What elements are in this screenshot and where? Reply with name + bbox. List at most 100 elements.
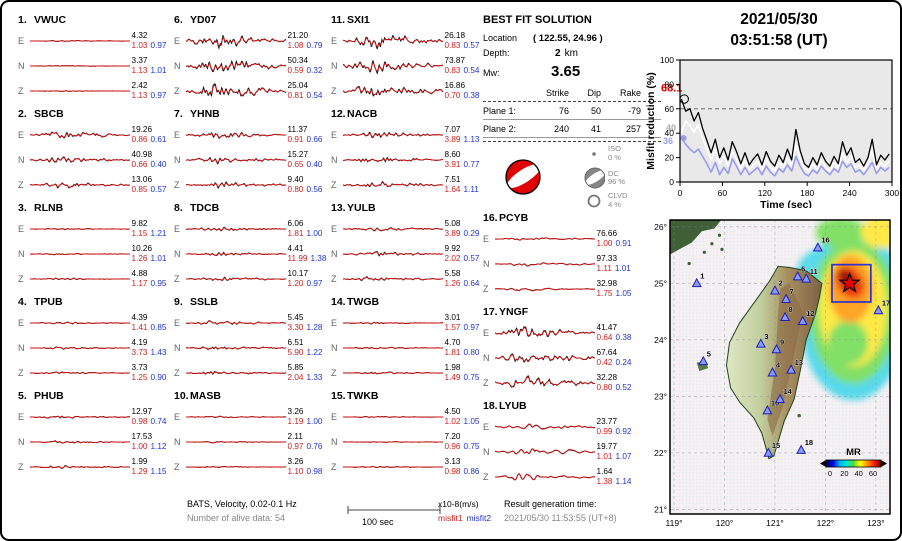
trace-row-z: Z 1.64 1.38 1.14 <box>483 464 636 489</box>
peak-amplitude: 9.40 <box>287 175 304 184</box>
station-triangle-3 <box>755 338 766 348</box>
station-triangle-11 <box>801 273 812 283</box>
misfit1-value: 1.00 <box>131 441 148 451</box>
trace-values: 7.07 3.89 1.13 <box>443 125 484 144</box>
station-triangle-6 <box>792 270 803 281</box>
waveform <box>342 226 443 232</box>
misfit2-value: 0.75 <box>463 441 480 451</box>
peak-amplitude: 76.66 <box>596 229 618 238</box>
svg-text:121°: 121° <box>766 518 784 528</box>
misfit1-value: 3.73 <box>131 347 148 357</box>
misfit2-value: 1.05 <box>615 288 632 298</box>
alive-data-count: Number of alive data: 54 <box>187 513 286 523</box>
peak-amplitude: 40.98 <box>131 150 153 159</box>
svg-text:100: 100 <box>660 55 674 65</box>
waveform <box>185 131 286 139</box>
misfit2-value: 0.40 <box>306 159 323 169</box>
station-triangle-7 <box>781 293 792 303</box>
waveform <box>29 64 130 67</box>
misfit2-value: 0.98 <box>306 466 323 476</box>
misfit2-value: 1.33 <box>306 372 323 382</box>
station-block-nacb: 12.NACB E 7.07 3.89 1.13 N 8.60 3.91 0.77 Z 7.51 1.… <box>331 108 484 202</box>
station-block-twgb: 14.TWGB E 3.01 1.57 0.97 N 4.70 1.81 0.80 Z 1.98 1.… <box>331 296 484 390</box>
clvd-label: CLVD <box>608 191 628 200</box>
peak-amplitude: 3.13 <box>444 457 461 466</box>
station-map-label-5: 5 <box>707 349 711 358</box>
trace-row-e: E 12.97 0.98 0.74 <box>18 404 171 429</box>
y-axis-label: Misfit reduction (%) <box>645 72 657 169</box>
component-label: E <box>18 223 25 234</box>
peak-amplitude: 21.20 <box>287 31 309 40</box>
trace-row-n: N 6.51 5.90 1.22 <box>174 335 327 360</box>
component-label: Z <box>18 461 24 472</box>
trace-row-z: Z 1.99 1.29 1.15 <box>18 454 171 479</box>
component-label: E <box>174 223 181 234</box>
trace-row-z: Z 10.17 1.20 0.97 <box>174 266 327 291</box>
peak-amplitude: 2.42 <box>131 81 148 90</box>
dc-label: DC <box>608 168 619 178</box>
epicenter-box <box>831 263 872 303</box>
trace-values: 3.37 1.13 1.01 <box>130 56 171 75</box>
plane-1-row: Plane 1: 76 50 -79 <box>483 102 661 120</box>
component-label: N <box>331 436 338 447</box>
series-best <box>680 98 890 169</box>
stations-column-2: 6. YD07 E 21.20 1.08 0.79 N 50.34 0.59 0.32 Z 25.04… <box>174 14 327 484</box>
trace-values: 3.26 1.10 0.98 <box>286 457 327 476</box>
svg-text:24°: 24° <box>654 335 667 345</box>
amplitude-units: x10-8(m/s) <box>438 499 479 509</box>
trace-row-e: E 9.82 1.15 1.21 <box>18 216 171 241</box>
station-block-twkb: 15.TWKB E 4.50 1.02 1.05 N 7.20 0.96 0.75 Z 3.13 0.… <box>331 390 484 484</box>
station-map-label-6: 6 <box>801 265 805 274</box>
band-info: BATS, Velocity, 0.02-0.1 Hz <box>187 499 297 509</box>
station-number: 9. <box>174 296 183 308</box>
svg-text:20: 20 <box>840 469 848 478</box>
peak-amplitude: 10.17 <box>287 269 309 278</box>
station-map-label-12: 12 <box>806 309 814 318</box>
station-map-label-15: 15 <box>772 441 780 450</box>
component-label: E <box>483 327 490 338</box>
peak-amplitude: 3.73 <box>131 363 148 372</box>
component-label: E <box>174 35 181 46</box>
trace-row-e: E 19.26 0.86 0.61 <box>18 122 171 147</box>
waveform <box>494 422 595 430</box>
station-name: VWUC <box>34 14 67 26</box>
misfit2-value: 0.95 <box>150 278 167 288</box>
svg-text:60: 60 <box>665 104 675 114</box>
trace-values: 25.04 0.81 0.54 <box>286 81 327 100</box>
peak-amplitude: 16.86 <box>444 81 466 90</box>
waveform <box>29 277 130 280</box>
trace-row-e: E 6.06 1.81 1.00 <box>174 216 327 241</box>
trace-row-n: N 8.60 3.91 0.77 <box>331 147 484 172</box>
waveform <box>342 59 443 74</box>
misfit1-value: 1.49 <box>444 372 461 382</box>
peak-amplitude: 32.98 <box>596 279 618 288</box>
peak-amplitude: 1.64 <box>596 467 613 476</box>
station-block-rlnb: 3. RLNB E 9.82 1.15 1.21 N 10.26 1.26 1.01 Z 4.88 1.… <box>18 202 171 296</box>
station-triangle-9 <box>771 343 782 354</box>
annotation-reference: 36 <box>663 136 673 146</box>
trace-row-n: N 17.53 1.00 1.12 <box>18 429 171 454</box>
iso-component: ISO 0 % <box>583 144 621 162</box>
misfit2-value: 0.76 <box>306 441 323 451</box>
trace-values: 4.50 1.02 1.05 <box>443 407 484 426</box>
misfit2-value: 0.54 <box>463 65 480 75</box>
station-triangle-15 <box>763 447 774 457</box>
station-map-label-2: 2 <box>778 279 782 288</box>
trace-row-z: Z 1.98 1.49 0.75 <box>331 360 484 385</box>
peak-amplitude: 19.26 <box>131 125 153 134</box>
annotation-best-value: 68.1 <box>661 83 682 95</box>
station-triangle-5 <box>698 355 709 366</box>
trace-row-n: N 9.92 2.02 0.57 <box>331 241 484 266</box>
waveform <box>185 345 286 350</box>
misfit2-value: 1.00 <box>306 228 323 238</box>
peak-amplitude: 7.20 <box>444 432 461 441</box>
trace-row-e: E 26.18 0.83 0.57 <box>331 28 484 53</box>
trace-values: 4.70 1.81 0.80 <box>443 338 484 357</box>
station-title: 14.TWGB <box>331 296 484 310</box>
plane-1-dip: 50 <box>590 105 601 116</box>
peak-amplitude: 1.98 <box>444 363 461 372</box>
station-name: RLNB <box>34 202 64 214</box>
trace-row-e: E 11.37 0.91 0.66 <box>174 122 327 147</box>
station-number: 15. <box>331 390 346 402</box>
